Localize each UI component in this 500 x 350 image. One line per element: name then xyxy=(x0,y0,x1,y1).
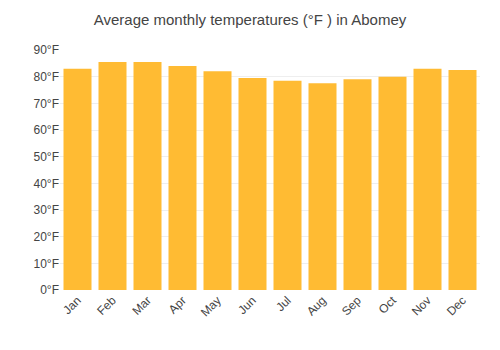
svg-text:80°F: 80°F xyxy=(34,70,59,84)
svg-text:Mar: Mar xyxy=(129,293,154,318)
svg-text:30°F: 30°F xyxy=(34,203,59,217)
svg-text:70°F: 70°F xyxy=(34,97,59,111)
svg-text:Aug: Aug xyxy=(304,293,329,318)
svg-text:0°F: 0°F xyxy=(40,283,59,297)
svg-text:Average monthly temperatures (: Average monthly temperatures (°F ) in Ab… xyxy=(94,11,407,28)
svg-text:Sep: Sep xyxy=(339,293,364,318)
svg-text:Nov: Nov xyxy=(409,293,434,318)
svg-text:Feb: Feb xyxy=(94,293,119,318)
svg-text:10°F: 10°F xyxy=(34,257,59,271)
svg-text:Dec: Dec xyxy=(444,293,469,318)
svg-text:Jun: Jun xyxy=(235,293,259,317)
svg-text:20°F: 20°F xyxy=(34,230,59,244)
svg-text:Jul: Jul xyxy=(273,293,294,314)
svg-text:Jan: Jan xyxy=(60,293,84,317)
svg-text:40°F: 40°F xyxy=(34,177,59,191)
svg-text:90°F: 90°F xyxy=(34,43,59,57)
svg-text:Apr: Apr xyxy=(166,293,189,316)
svg-text:50°F: 50°F xyxy=(34,150,59,164)
svg-text:May: May xyxy=(198,293,224,319)
svg-text:60°F: 60°F xyxy=(34,123,59,137)
svg-text:Oct: Oct xyxy=(376,293,400,317)
